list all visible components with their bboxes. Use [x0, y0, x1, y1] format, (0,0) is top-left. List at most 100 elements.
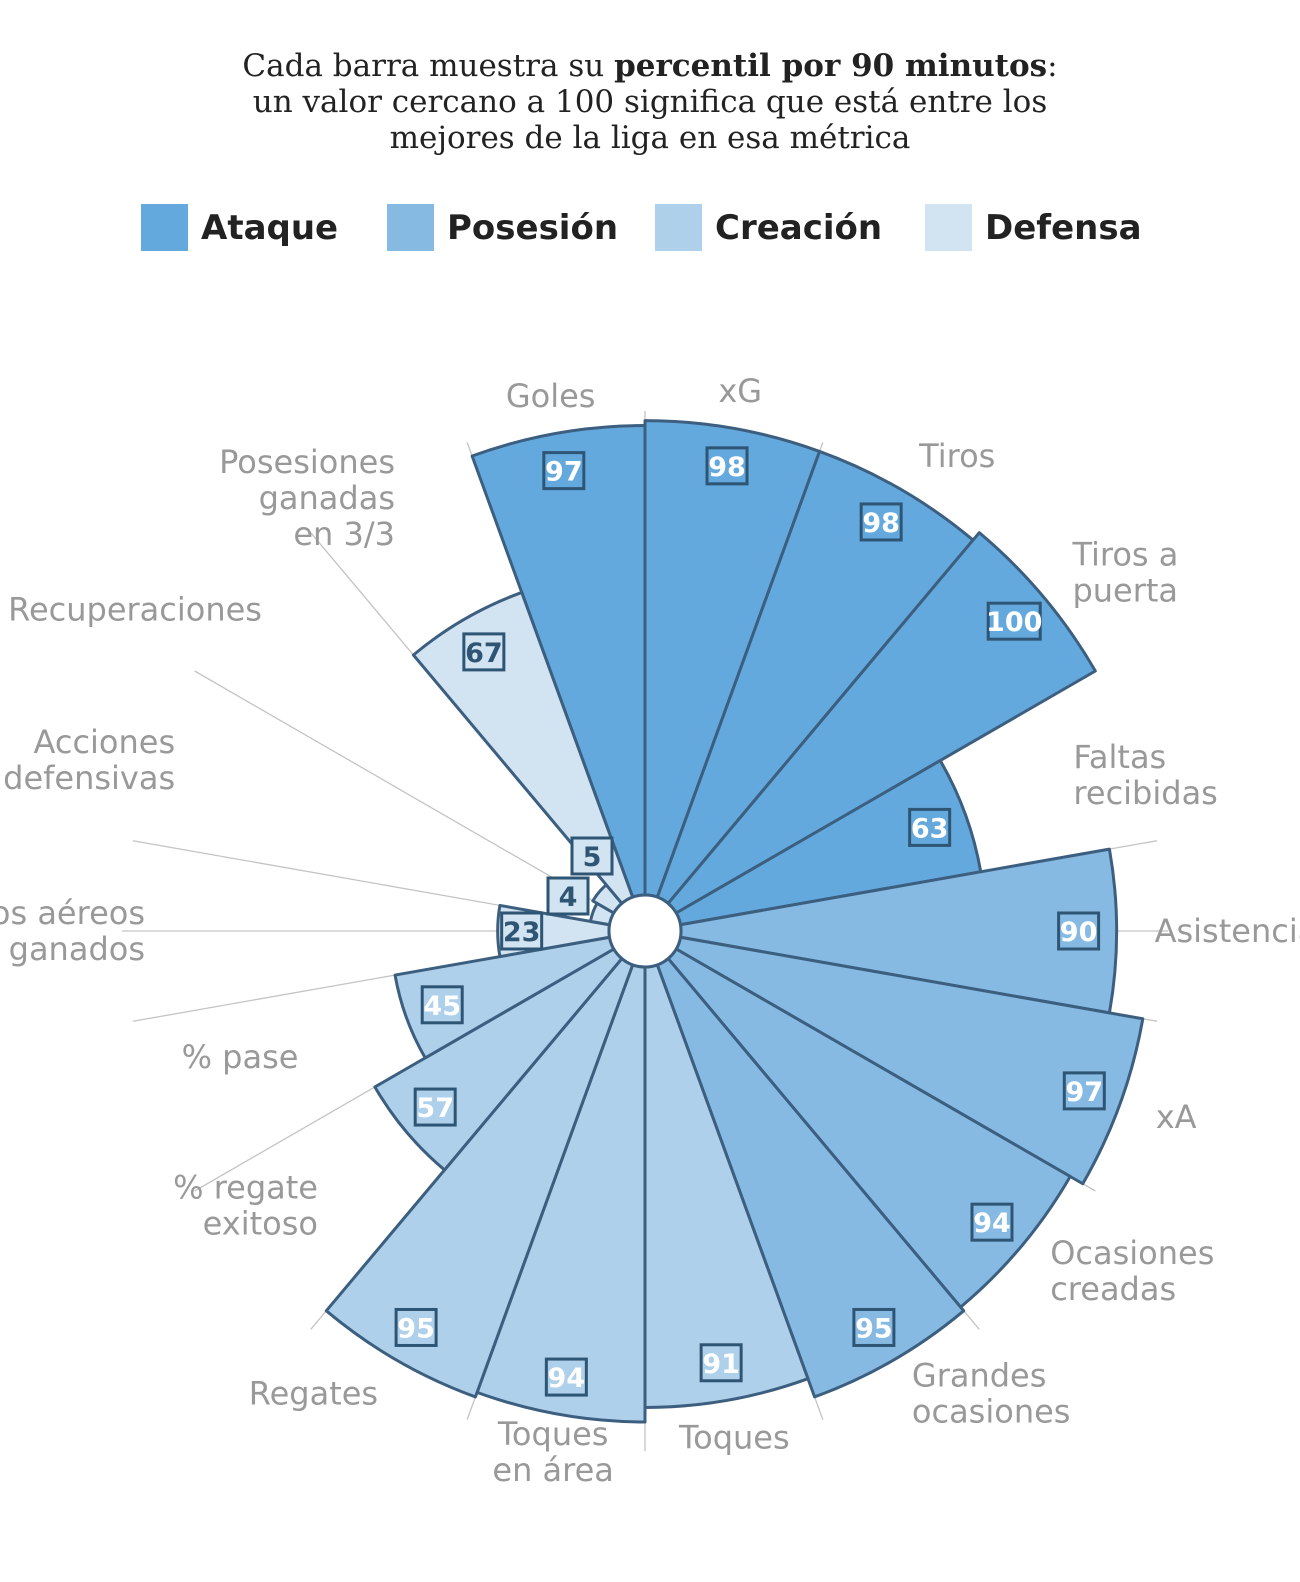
- value-badge-box: [970, 1202, 1014, 1242]
- category-label-line: en área: [492, 1451, 614, 1489]
- category-label-line: defensivas: [3, 759, 175, 797]
- value-label: 4: [559, 882, 578, 913]
- legend-label-ataque: Ataque: [201, 208, 339, 248]
- value-label: 100: [986, 607, 1042, 638]
- value-badge-asistencias: 90: [1057, 911, 1101, 951]
- value-label: 94: [973, 1208, 1011, 1239]
- value-badge-box: [413, 1087, 457, 1127]
- category-label-line: Goles: [506, 377, 596, 415]
- value-label: 95: [397, 1313, 435, 1344]
- category-label-line: Posesiones: [219, 443, 395, 481]
- value-badge-toques-en-area: 94: [544, 1357, 588, 1397]
- category-label-pase: % pase: [182, 1038, 299, 1076]
- legend-swatch-ataque: [141, 204, 188, 251]
- chart-subtitle: Cada barra muestra su percentil por 90 m…: [150, 48, 1150, 156]
- value-badge-box: [986, 601, 1042, 641]
- value-badge-pase: 45: [420, 985, 464, 1025]
- value-badge-recuperaciones: 5: [570, 836, 614, 876]
- category-label-line: Toques: [678, 1419, 790, 1457]
- category-label-line: Recuperaciones: [8, 591, 262, 629]
- value-labels: 97 98 98 100 63 90 97 94 95 91 94 95 57 45 23 45 67: [394, 446, 1106, 1397]
- value-badge-box: [420, 985, 464, 1025]
- value-label: 23: [503, 917, 541, 948]
- category-label-line: ganadas: [259, 479, 395, 517]
- subtitle-line-2: un valor cercano a 100 significa que est…: [252, 84, 1048, 120]
- value-badge-box: [1057, 911, 1101, 951]
- category-label-line: ocasiones: [912, 1392, 1071, 1430]
- subtitle-line-1-start: Cada barra muestra su: [242, 48, 615, 84]
- value-badge-goles: 97: [542, 451, 586, 491]
- category-label-xa: xA: [1156, 1098, 1197, 1136]
- subtitle-line-1-end: :: [1047, 48, 1058, 84]
- value-badge-box: [859, 502, 903, 542]
- subtitle-line-1: Cada barra muestra su percentil por 90 m…: [150, 48, 1150, 84]
- category-label-grandes-ocasiones: Grandes ocasiones: [912, 1356, 1071, 1430]
- subtitle-emphasis: percentil por 90 minutos: [614, 48, 1048, 84]
- category-labels: Goles xG Tiros Tiros a puerta Faltas recibidas…: [0, 372, 1300, 1489]
- value-badge-tiros: 98: [859, 502, 903, 542]
- chart-legend: Ataque Posesión Creación Defensa: [0, 203, 1300, 253]
- category-label-line: % regate: [173, 1168, 318, 1206]
- value-label: 63: [911, 813, 949, 844]
- category-label-goles: Goles: [506, 377, 596, 415]
- value-badge-tiros-a-puerta: 100: [986, 601, 1042, 641]
- category-label-line: Grandes: [912, 1356, 1047, 1394]
- category-label-line: Tiros: [918, 437, 995, 475]
- value-badge-toques: 91: [699, 1343, 743, 1383]
- value-badge-box: [705, 446, 749, 486]
- value-badge-grandes-ocasiones: 95: [852, 1307, 896, 1347]
- subtitle-line-3: mejores de la liga en esa métrica: [389, 120, 911, 156]
- bars: [324, 419, 1145, 1424]
- category-label-line: Regates: [249, 1374, 378, 1412]
- value-label: 5: [583, 842, 602, 873]
- value-badge-regates: 95: [394, 1307, 438, 1347]
- legend-label-defensa: Defensa: [985, 208, 1142, 248]
- category-label-line: creadas: [1050, 1270, 1176, 1308]
- category-label-line: Asistencias: [1155, 912, 1300, 950]
- value-label: 90: [1060, 917, 1098, 948]
- value-badge-posesiones-ganadas-en-3-3: 67: [462, 632, 506, 672]
- value-badge-acciones-defensivas: 4: [546, 876, 590, 916]
- category-label-line: recibidas: [1073, 774, 1217, 812]
- value-badge-box: [546, 876, 590, 916]
- legend-swatch-posesion: [387, 204, 434, 251]
- category-label-line: Tiros a: [1071, 535, 1178, 573]
- category-label-acciones-defensivas: Acciones defensivas: [3, 723, 175, 797]
- value-badge-xg: 98: [705, 446, 749, 486]
- category-label-tiros-a-puerta: Tiros a puerta: [1071, 535, 1178, 609]
- value-badge-box: [394, 1307, 438, 1347]
- category-label-recuperaciones: Recuperaciones: [8, 591, 262, 629]
- category-label-line: Faltas: [1073, 738, 1166, 776]
- legend-label-creacion: Creación: [715, 208, 883, 248]
- value-badge-box: [1062, 1071, 1106, 1111]
- value-badge-box: [570, 836, 614, 876]
- value-badge-box: [500, 911, 544, 951]
- value-label: 94: [548, 1363, 586, 1394]
- value-label: 97: [1065, 1077, 1103, 1108]
- legend-label-posesion: Posesión: [447, 208, 619, 248]
- category-label-line: Duelos aéreos: [0, 894, 145, 932]
- category-label-line: xA: [1156, 1098, 1197, 1136]
- category-label-tiros: Tiros: [918, 437, 995, 475]
- category-label-line: en 3/3: [293, 515, 395, 553]
- category-label-line: ganados: [9, 930, 145, 968]
- value-label: 95: [855, 1313, 893, 1344]
- value-badge-regate-exitoso: 57: [413, 1087, 457, 1127]
- category-label-line: % pase: [182, 1038, 299, 1076]
- value-label: 97: [545, 457, 583, 488]
- category-label-regates: Regates: [249, 1374, 378, 1412]
- legend-swatch-defensa: [925, 204, 972, 251]
- value-badge-box: [544, 1357, 588, 1397]
- category-label-toques-en-area: Toques en área: [492, 1415, 614, 1489]
- category-label-line: puerta: [1072, 571, 1178, 609]
- value-badge-box: [542, 451, 586, 491]
- value-badge-ocasiones-creadas: 94: [970, 1202, 1014, 1242]
- value-label: 98: [862, 508, 900, 539]
- value-label: 45: [423, 991, 461, 1022]
- value-badge-box: [462, 632, 506, 672]
- category-label-line: Acciones: [34, 723, 176, 761]
- legend-swatch-creacion: [655, 204, 702, 251]
- category-label-asistencias: Asistencias: [1155, 912, 1300, 950]
